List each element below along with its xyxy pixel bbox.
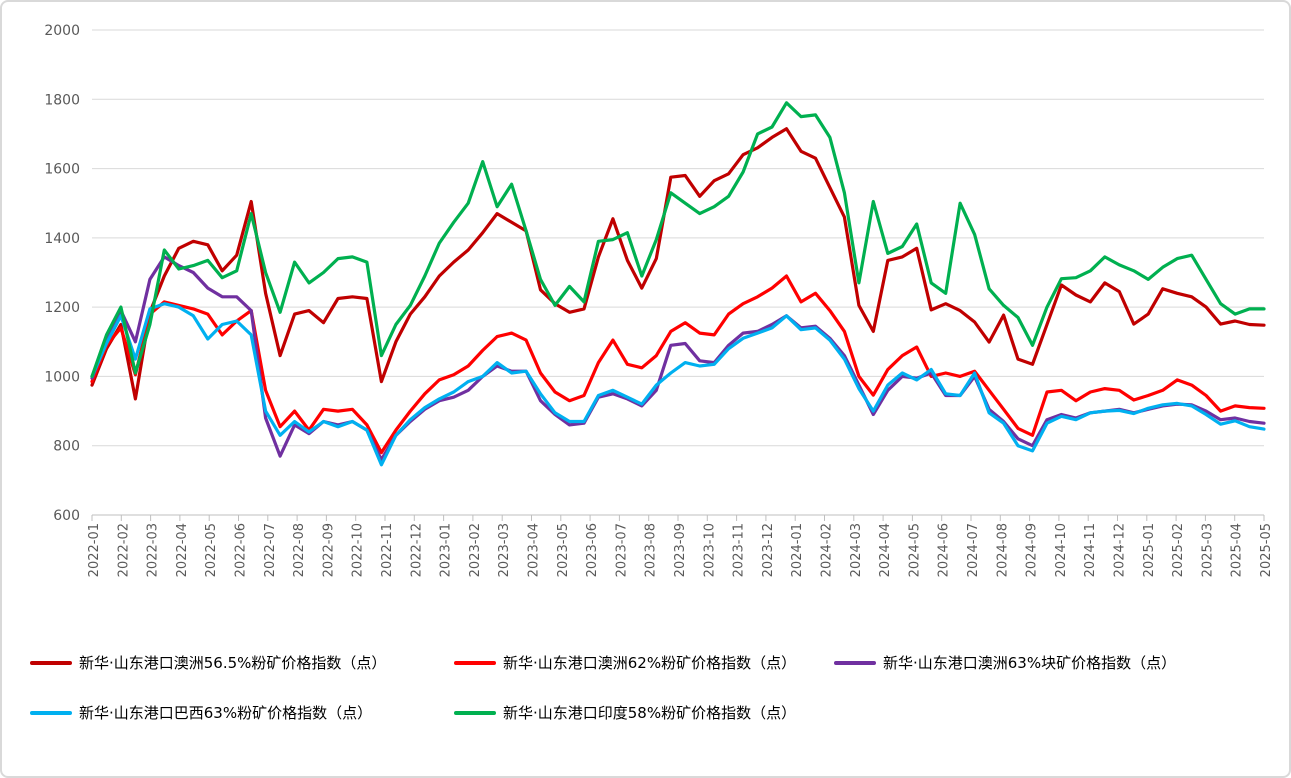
x-axis-tick-label: 2024-09 — [1025, 523, 1040, 577]
x-axis-tick-label: 2025-05 — [1259, 523, 1274, 577]
y-axis-tick-label: 2000 — [44, 23, 80, 39]
y-axis-tick-label: 1600 — [44, 162, 80, 178]
series-line-au-56-5-fines — [90, 127, 1266, 401]
series-line-brazil-63-fines — [90, 302, 1266, 467]
x-axis-tick-label: 2023-06 — [585, 523, 600, 577]
x-axis-tick-label: 2023-08 — [644, 523, 659, 577]
x-axis-tick-label: 2024-01 — [790, 523, 805, 577]
x-axis-tick-label: 2024-11 — [1083, 523, 1098, 577]
x-axis-tick-label: 2023-03 — [497, 523, 512, 577]
x-axis-tick-label: 2023-05 — [556, 523, 571, 577]
x-axis-tick-label: 2022-09 — [321, 523, 336, 577]
x-axis-tick-label: 2024-07 — [966, 523, 981, 577]
x-axis-tick-label: 2022-08 — [292, 523, 307, 577]
x-axis-tick-label: 2022-07 — [263, 523, 278, 577]
x-axis-tick-label: 2025-03 — [1200, 523, 1215, 577]
y-axis-tick-label: 1000 — [44, 369, 80, 385]
y-axis-tick-label: 600 — [53, 508, 80, 524]
x-axis-tick-label: 2025-02 — [1171, 523, 1186, 577]
x-axis-tick-label: 2024-02 — [820, 523, 835, 577]
series-line-india-58-fines — [90, 101, 1266, 378]
x-axis-tick-label: 2025-04 — [1230, 523, 1245, 577]
x-axis-tick-label: 2024-12 — [1113, 523, 1128, 577]
x-axis-tick-label: 2023-01 — [439, 523, 454, 577]
x-axis-tick-label: 2022-01 — [87, 523, 102, 577]
x-axis-tick-label: 2023-02 — [468, 523, 483, 577]
x-axis-tick-label: 2023-07 — [614, 523, 629, 577]
x-axis-tick-label: 2022-05 — [204, 523, 219, 577]
x-axis-tick-label: 2022-03 — [146, 523, 161, 577]
x-axis-tick-label: 2022-10 — [351, 523, 366, 577]
x-axis-tick-label: 2022-04 — [175, 523, 190, 577]
x-axis-tick-label: 2025-01 — [1142, 523, 1157, 577]
x-axis-tick-label: 2023-10 — [702, 523, 717, 577]
x-axis-tick-label: 2024-05 — [907, 523, 922, 577]
y-axis-tick-label: 1200 — [44, 300, 80, 316]
x-axis-tick-label: 2023-11 — [732, 523, 747, 577]
x-axis-tick-label: 2024-04 — [878, 523, 893, 577]
x-axis-tick-label: 2023-09 — [673, 523, 688, 577]
x-axis-tick-label: 2023-04 — [527, 523, 542, 577]
y-axis-tick-label: 800 — [53, 439, 80, 455]
x-axis-tick-label: 2022-02 — [116, 523, 131, 577]
x-axis-tick-label: 2022-12 — [409, 523, 424, 577]
x-axis-tick-label: 2022-11 — [380, 523, 395, 577]
x-axis-tick-label: 2024-10 — [1054, 523, 1069, 577]
x-axis-tick-label: 2024-08 — [995, 523, 1010, 577]
x-axis-tick-label: 2022-06 — [234, 523, 249, 577]
y-axis-tick-label: 1400 — [44, 231, 80, 247]
x-axis-tick-label: 2023-12 — [761, 523, 776, 577]
series-line-au-62-fines — [90, 274, 1266, 455]
series-line-au-63-lump — [90, 255, 1266, 462]
x-axis-tick-label: 2024-06 — [937, 523, 952, 577]
x-axis-tick-label: 2024-03 — [849, 523, 864, 577]
y-axis-tick-label: 1800 — [44, 92, 80, 108]
